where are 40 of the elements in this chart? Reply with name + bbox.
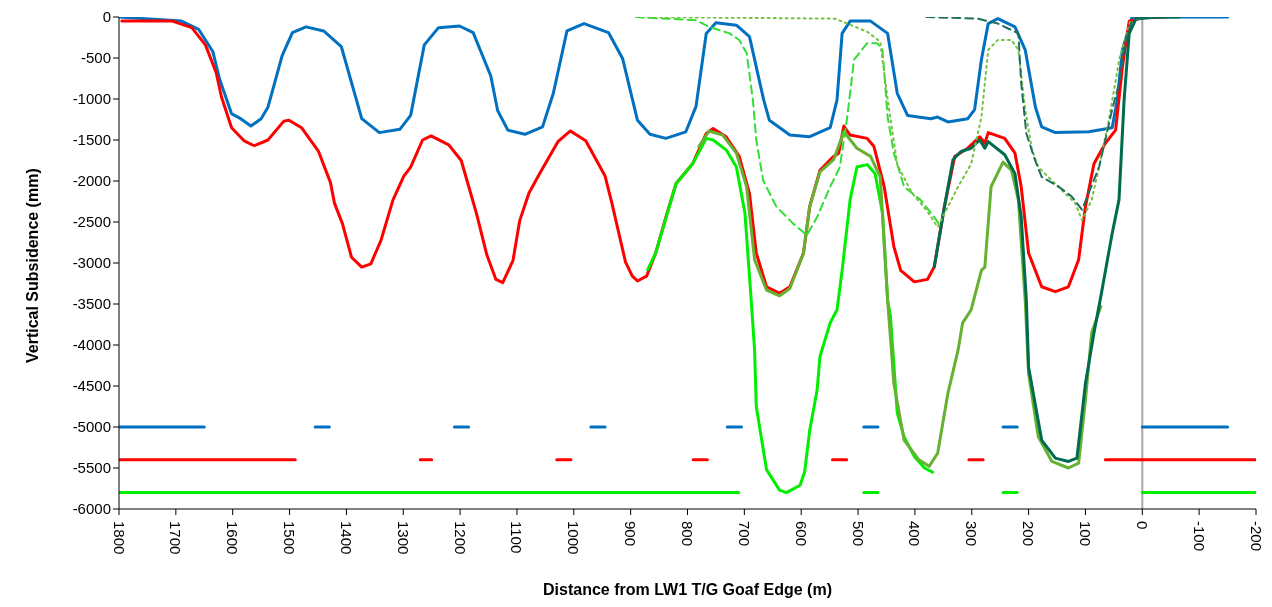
x-tick-label: 1300 — [394, 521, 412, 555]
x-tick-label: 200 — [1020, 521, 1038, 547]
x-tick-label: 600 — [792, 521, 810, 547]
x-tick-label: 1600 — [224, 521, 242, 555]
line-series — [932, 17, 1181, 463]
y-tick-label: -1500 — [72, 131, 111, 149]
y-axis-title: Vertical Subsidence (mm) — [23, 168, 41, 363]
x-tick-label: 900 — [622, 521, 640, 547]
y-tick-label: -2000 — [72, 172, 111, 190]
x-tick-label: 0 — [1133, 521, 1151, 530]
x-tick-label: 1000 — [565, 521, 583, 555]
y-tick-label: -2500 — [72, 213, 111, 231]
x-tick-label: 1400 — [337, 521, 355, 555]
y-tick-label: 0 — [102, 8, 111, 26]
x-tick-label: 500 — [849, 521, 867, 547]
y-tick-label: -500 — [80, 49, 111, 67]
y-tick-label: -3000 — [72, 254, 111, 272]
x-tick-label: -100 — [1190, 521, 1208, 552]
x-tick-label: 100 — [1076, 521, 1094, 547]
x-tick-label: 800 — [679, 521, 696, 547]
y-tick-label: -6000 — [72, 500, 111, 518]
x-tick-label: 300 — [963, 521, 981, 547]
line-series — [646, 17, 1132, 228]
x-tick-label: 1500 — [281, 521, 299, 555]
x-axis-title: Distance from LW1 T/G Goaf Edge (m) — [543, 581, 832, 598]
x-tick-label: 1200 — [451, 521, 469, 555]
x-tick-label: 1700 — [167, 521, 185, 555]
y-tick-label: -4000 — [72, 336, 111, 354]
y-tick-label: -5500 — [72, 459, 111, 477]
y-tick-label: -1000 — [72, 90, 111, 108]
line-series — [925, 17, 1155, 211]
x-tick-label: 1100 — [508, 521, 526, 554]
x-tick-label: -200 — [1247, 521, 1265, 552]
line-series — [119, 17, 1230, 140]
y-tick-label: -4500 — [72, 377, 111, 395]
x-tick-label: 1800 — [110, 521, 128, 555]
x-tick-label: 400 — [906, 521, 924, 547]
y-tick-label: -3500 — [72, 295, 111, 313]
x-tick-label: 700 — [735, 521, 753, 547]
y-tick-label: -5000 — [72, 418, 111, 436]
